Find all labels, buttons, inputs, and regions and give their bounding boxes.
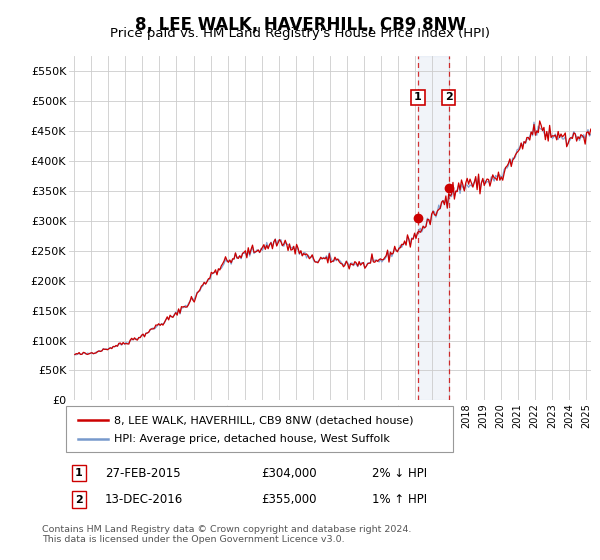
Text: 2: 2 xyxy=(445,92,452,102)
Text: 2% ↓ HPI: 2% ↓ HPI xyxy=(372,466,427,480)
Text: £355,000: £355,000 xyxy=(261,493,317,506)
Text: 1: 1 xyxy=(414,92,422,102)
Text: Contains HM Land Registry data © Crown copyright and database right 2024.
This d: Contains HM Land Registry data © Crown c… xyxy=(42,525,412,544)
Text: 13-DEC-2016: 13-DEC-2016 xyxy=(105,493,183,506)
Text: 1% ↑ HPI: 1% ↑ HPI xyxy=(372,493,427,506)
Text: HPI: Average price, detached house, West Suffolk: HPI: Average price, detached house, West… xyxy=(114,433,390,444)
Text: £304,000: £304,000 xyxy=(261,466,317,480)
Bar xyxy=(418,56,449,400)
Text: 1: 1 xyxy=(75,468,82,478)
Text: 27-FEB-2015: 27-FEB-2015 xyxy=(105,466,181,480)
Text: 2: 2 xyxy=(75,494,82,505)
Text: Price paid vs. HM Land Registry's House Price Index (HPI): Price paid vs. HM Land Registry's House … xyxy=(110,27,490,40)
Text: 8, LEE WALK, HAVERHILL, CB9 8NW (detached house): 8, LEE WALK, HAVERHILL, CB9 8NW (detache… xyxy=(114,415,413,425)
Text: 8, LEE WALK, HAVERHILL, CB9 8NW: 8, LEE WALK, HAVERHILL, CB9 8NW xyxy=(134,16,466,34)
